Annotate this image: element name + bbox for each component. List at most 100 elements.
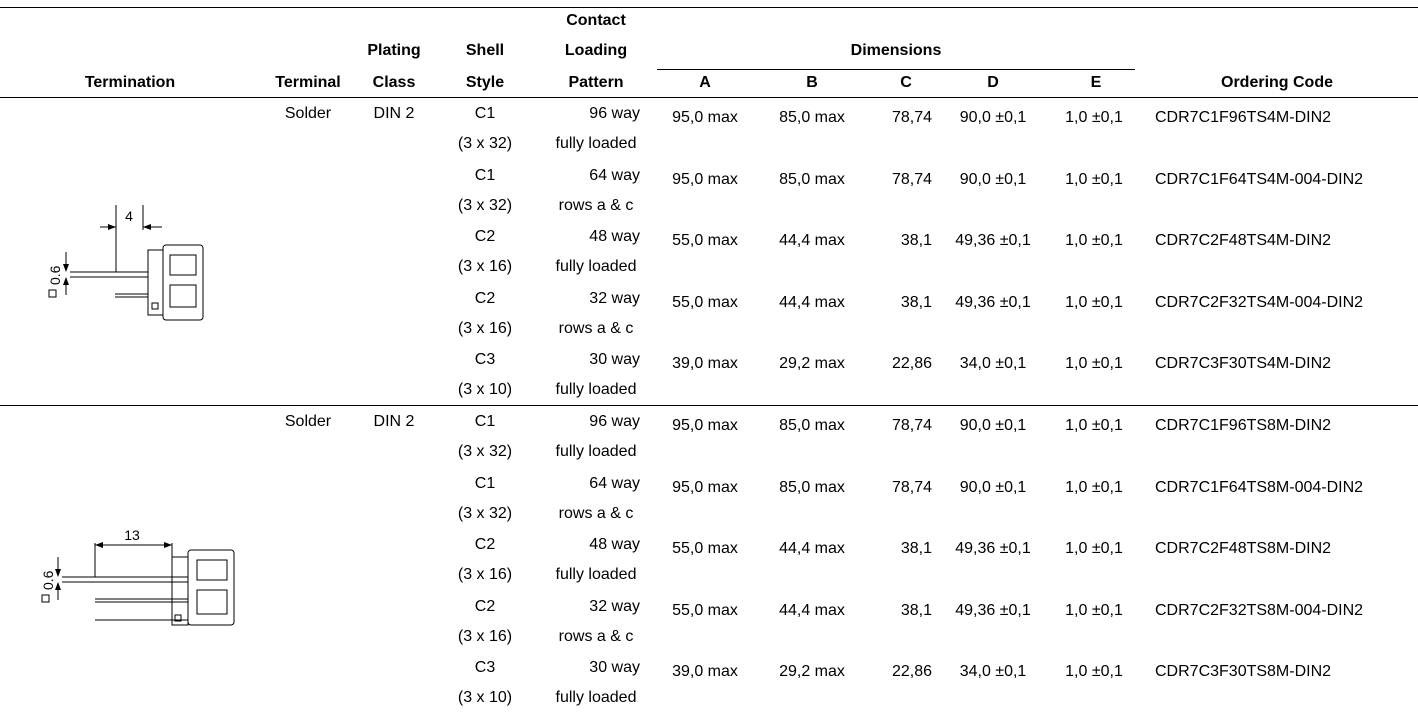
- cell-d: 34,0 ±0,1: [959, 355, 1027, 372]
- header-dim-d: D: [987, 74, 999, 91]
- cell-pattern-sub: fully loaded: [555, 689, 637, 706]
- cell-shell-sub: (3 x 32): [457, 504, 513, 522]
- cell-code: CDR7C2F48TS4M-DIN2: [1155, 232, 1332, 249]
- pin-size-label: 0.6: [47, 265, 63, 285]
- cell-b: 85,0 max: [779, 478, 845, 496]
- cell-pattern-sub: fully loaded: [555, 443, 637, 460]
- cell-b: 85,0 max: [779, 417, 845, 434]
- cell-shell: C3: [474, 351, 496, 368]
- cell-b: 44,4 max: [779, 293, 845, 311]
- cell-code: CDR7C3F30TS8M-DIN2: [1155, 663, 1332, 680]
- cell-pattern: 64 way: [589, 474, 640, 492]
- cell-code: CDR7C1F96TS4M-DIN2: [1155, 109, 1332, 126]
- length-label: 13: [124, 527, 140, 543]
- cell-e: 1,0 ±0,1: [1065, 293, 1123, 311]
- cell-code: CDR7C1F64TS4M-004-DIN2: [1155, 170, 1364, 188]
- cell-pattern: 96 way: [589, 105, 640, 122]
- cell-shell: C2: [474, 597, 496, 615]
- cell-code: CDR7C3F30TS4M-DIN2: [1155, 355, 1332, 372]
- group-separator-rule: [0, 405, 1418, 406]
- header-shell: Shell: [465, 42, 505, 59]
- cell-d: 49,36 ±0,1: [955, 232, 1031, 249]
- cell-pattern-sub: rows a & c: [558, 319, 634, 337]
- cell-pattern: 30 way: [589, 351, 640, 368]
- cell-code: CDR7C2F32TS4M-004-DIN2: [1155, 293, 1364, 311]
- dimensions-underline: [657, 69, 1135, 70]
- cell-a: 95,0 max: [672, 170, 738, 188]
- header-dim-b: B: [806, 74, 818, 91]
- cell-b: 44,4 max: [779, 540, 845, 557]
- cell-shell-sub: (3 x 32): [457, 443, 513, 460]
- header-loading: Loading: [564, 42, 628, 59]
- cell-shell: C2: [474, 228, 496, 245]
- cell-shell: C1: [474, 166, 496, 184]
- header-plating: Plating: [367, 42, 421, 59]
- cell-shell: C1: [474, 105, 496, 122]
- cell-b: 85,0 max: [779, 170, 845, 188]
- cell-e: 1,0 ±0,1: [1065, 478, 1123, 496]
- terminal-cell: Solder: [284, 413, 332, 430]
- cell-code: CDR7C2F48TS8M-DIN2: [1155, 540, 1332, 557]
- cell-shell: C3: [474, 659, 496, 676]
- cell-code: CDR7C1F64TS8M-004-DIN2: [1155, 478, 1364, 496]
- header-class: Class: [372, 74, 416, 91]
- termination-drawing-4: 4 0.6: [47, 205, 204, 321]
- cell-pattern: 32 way: [589, 289, 640, 307]
- cell-b: 44,4 max: [779, 601, 845, 619]
- cell-shell-sub: (3 x 16): [457, 627, 513, 645]
- cell-shell-sub: (3 x 10): [457, 381, 513, 398]
- cell-pattern: 64 way: [589, 166, 640, 184]
- cell-shell: C2: [474, 289, 496, 307]
- plating-cell: DIN 2: [373, 105, 415, 122]
- cell-c: 78,74: [891, 417, 932, 434]
- cell-e: 1,0 ±0,1: [1065, 109, 1123, 126]
- cell-shell: C2: [474, 536, 496, 553]
- cell-a: 95,0 max: [672, 478, 738, 496]
- cell-a: 95,0 max: [672, 417, 738, 434]
- cell-pattern-sub: rows a & c: [558, 504, 634, 522]
- cell-d: 90,0 ±0,1: [959, 417, 1027, 434]
- cell-shell-sub: (3 x 16): [457, 319, 513, 337]
- header-dim-a: A: [699, 74, 711, 91]
- cell-pattern-sub: fully loaded: [555, 258, 637, 275]
- header-style: Style: [465, 74, 505, 91]
- cell-c: 78,74: [891, 109, 932, 126]
- cell-pattern-sub: fully loaded: [555, 135, 637, 152]
- cell-pattern-sub: rows a & c: [558, 196, 634, 214]
- table-top-rule: [0, 7, 1418, 8]
- cell-e: 1,0 ±0,1: [1065, 355, 1123, 372]
- cell-a: 55,0 max: [672, 540, 738, 557]
- cell-pattern-sub: rows a & c: [558, 627, 634, 645]
- cell-shell-sub: (3 x 10): [457, 689, 513, 706]
- cell-c: 38,1: [900, 232, 932, 249]
- header-termination: Termination: [84, 74, 176, 91]
- cell-e: 1,0 ±0,1: [1065, 170, 1123, 188]
- cell-e: 1,0 ±0,1: [1065, 417, 1123, 434]
- cell-d: 49,36 ±0,1: [955, 293, 1031, 311]
- header-terminal: Terminal: [275, 74, 341, 91]
- cell-c: 38,1: [900, 540, 932, 557]
- cell-shell-sub: (3 x 32): [457, 135, 513, 152]
- cell-code: CDR7C2F32TS8M-004-DIN2: [1155, 601, 1364, 619]
- square-icon: [41, 594, 50, 603]
- cell-e: 1,0 ±0,1: [1065, 663, 1123, 680]
- cell-a: 95,0 max: [672, 109, 738, 126]
- cell-pattern-sub: fully loaded: [555, 566, 637, 583]
- cell-shell-sub: (3 x 16): [457, 258, 513, 275]
- plating-cell: DIN 2: [373, 413, 415, 430]
- cell-b: 29,2 max: [779, 663, 845, 680]
- cell-shell: C1: [474, 474, 496, 492]
- terminal-cell: Solder: [284, 105, 332, 122]
- cell-d: 49,36 ±0,1: [955, 540, 1031, 557]
- cell-e: 1,0 ±0,1: [1065, 540, 1123, 557]
- cell-pattern: 96 way: [589, 413, 640, 430]
- cell-pattern: 32 way: [589, 597, 640, 615]
- cell-b: 85,0 max: [779, 109, 845, 126]
- cell-d: 34,0 ±0,1: [959, 663, 1027, 680]
- cell-e: 1,0 ±0,1: [1065, 232, 1123, 249]
- header-bottom-rule: [0, 97, 1418, 98]
- cell-b: 44,4 max: [779, 232, 845, 249]
- cell-a: 39,0 max: [672, 663, 738, 680]
- termination-drawing-13: 13 0.6: [40, 527, 235, 626]
- cell-d: 90,0 ±0,1: [959, 170, 1027, 188]
